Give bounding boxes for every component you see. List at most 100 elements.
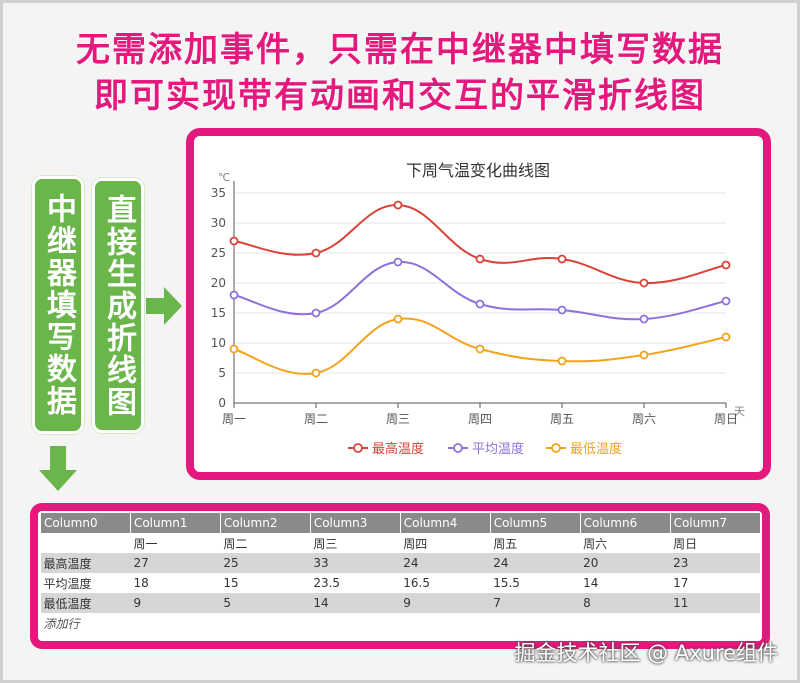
column-header[interactable]: Column0 (40, 513, 131, 533)
data-point (311, 368, 321, 378)
chart-panel: 下周气温变化曲线图 ℃ 天 0 5 10 15 20 25 30 35 周一 周二 周三 周四 周五 周六… (186, 128, 771, 480)
column-header[interactable]: Column6 (579, 513, 671, 533)
table-row: 最高温度 27 25 33 24 24 20 23 (40, 553, 760, 573)
legend-label: 最高温度 (372, 441, 424, 457)
headline-line-1: 无需添加事件，只需在中继器中填写数据 (76, 30, 724, 70)
data-point (639, 278, 649, 288)
table-row: 周一 周二 周三 周四 周五 周六 周日 (40, 533, 760, 553)
table-cell[interactable]: 16.5 (400, 573, 491, 593)
table-cell[interactable]: 14 (310, 593, 401, 613)
x-tick-label: 周日 (714, 412, 738, 426)
repeater-table-panel: Column0 Column1 Column2 Column3 Column4 … (30, 503, 770, 649)
table-cell[interactable]: 8 (580, 593, 671, 613)
table-row: 平均温度 18 15 23.5 16.5 15.5 14 17 (40, 573, 760, 593)
data-point (475, 344, 485, 354)
callout-generate-chart: 直接生成折线图 (92, 178, 144, 433)
y-tick-label: 25 (211, 246, 226, 260)
table-cell[interactable]: 9 (400, 593, 491, 613)
data-point (311, 248, 321, 258)
arrow-right-icon (146, 287, 182, 325)
table-cell[interactable]: 周一 (130, 533, 221, 553)
column-header[interactable]: Column2 (219, 513, 311, 533)
table-cell[interactable]: 7 (490, 593, 581, 613)
data-point (721, 296, 731, 306)
table-cell[interactable]: 17 (670, 573, 760, 593)
table-cell[interactable]: 25 (220, 553, 311, 573)
add-row-button[interactable]: 添加行 (40, 613, 760, 633)
data-point (229, 290, 239, 300)
y-tick-label: 0 (218, 396, 226, 410)
table-cell[interactable]: 周二 (220, 533, 311, 553)
x-tick-label: 周三 (386, 412, 410, 426)
series-line (233, 203, 727, 285)
table-cell[interactable]: 周三 (310, 533, 401, 553)
x-axis-unit: 天 (734, 405, 745, 418)
table-cell[interactable]: 18 (130, 573, 221, 593)
table-cell[interactable]: 23.5 (310, 573, 401, 593)
table-cell[interactable]: 9 (130, 593, 221, 613)
y-tick-label: 5 (218, 366, 226, 380)
data-point (721, 260, 731, 270)
table-cell[interactable]: 最高温度 (40, 553, 131, 573)
data-point (393, 314, 403, 324)
table-cell[interactable]: 20 (580, 553, 671, 573)
table-cell[interactable]: 15 (220, 573, 311, 593)
series-line (233, 260, 727, 321)
column-header[interactable]: Column3 (309, 513, 401, 533)
data-point (393, 200, 403, 210)
data-point (229, 236, 239, 246)
watermark: 掘金技术社区 @ Axure组件 (514, 641, 778, 665)
column-header[interactable]: Column5 (489, 513, 581, 533)
table-cell[interactable]: 27 (130, 553, 221, 573)
table-cell[interactable]: 周五 (490, 533, 581, 553)
table-cell[interactable]: 周日 (670, 533, 760, 553)
data-point (475, 254, 485, 264)
table-cell[interactable]: 周六 (580, 533, 671, 553)
data-point (311, 308, 321, 318)
data-point (393, 257, 403, 267)
legend-marker-dot (551, 443, 561, 453)
x-tick-label: 周六 (632, 412, 656, 426)
y-tick-label: 30 (211, 216, 226, 230)
table-cell[interactable]: 24 (490, 553, 581, 573)
y-tick-label: 15 (211, 306, 226, 320)
headline-line-2: 即可实现带有动画和交互的平滑折线图 (94, 76, 706, 116)
y-tick-label: 35 (211, 186, 226, 200)
data-point (639, 350, 649, 360)
table-cell[interactable]: 23 (670, 553, 760, 573)
column-header[interactable]: Column1 (129, 513, 221, 533)
data-point (639, 314, 649, 324)
chart-title: 下周气温变化曲线图 (406, 161, 550, 180)
table-cell[interactable]: 周四 (400, 533, 491, 553)
table-cell[interactable] (40, 533, 131, 553)
legend-label: 平均温度 (472, 441, 524, 457)
x-tick-label: 周四 (468, 412, 492, 426)
table-cell[interactable]: 最低温度 (40, 593, 131, 613)
column-header[interactable]: Column4 (399, 513, 491, 533)
column-header[interactable]: Column7 (669, 513, 760, 533)
table-cell[interactable]: 14 (580, 573, 671, 593)
data-point (557, 305, 567, 315)
table-cell[interactable]: 5 (220, 593, 311, 613)
y-axis-unit: ℃ (218, 171, 230, 184)
legend-marker-dot (353, 443, 363, 453)
table-cell[interactable]: 11 (670, 593, 760, 613)
x-tick-label: 周五 (550, 412, 574, 426)
repeater-table: Column0 Column1 Column2 Column3 Column4 … (40, 513, 760, 633)
table-cell[interactable]: 平均温度 (40, 573, 131, 593)
data-point (475, 299, 485, 309)
table-cell[interactable]: 24 (400, 553, 491, 573)
table-cell[interactable]: 15.5 (490, 573, 581, 593)
data-point (557, 356, 567, 366)
table-cell[interactable]: 33 (310, 553, 401, 573)
data-point (229, 344, 239, 354)
y-tick-label: 20 (211, 276, 226, 290)
line-chart: 下周气温变化曲线图 ℃ 天 0 5 10 15 20 25 30 35 周一 周二 周三 周四 周五 周六… (211, 161, 745, 457)
legend-marker-dot (453, 443, 463, 453)
table-header-row: Column0 Column1 Column2 Column3 Column4 … (40, 513, 760, 533)
x-tick-label: 周一 (222, 412, 246, 426)
y-tick-label: 10 (211, 336, 226, 350)
callout-fill-data: 中继器填写数据 (32, 176, 84, 434)
data-point (557, 254, 567, 264)
